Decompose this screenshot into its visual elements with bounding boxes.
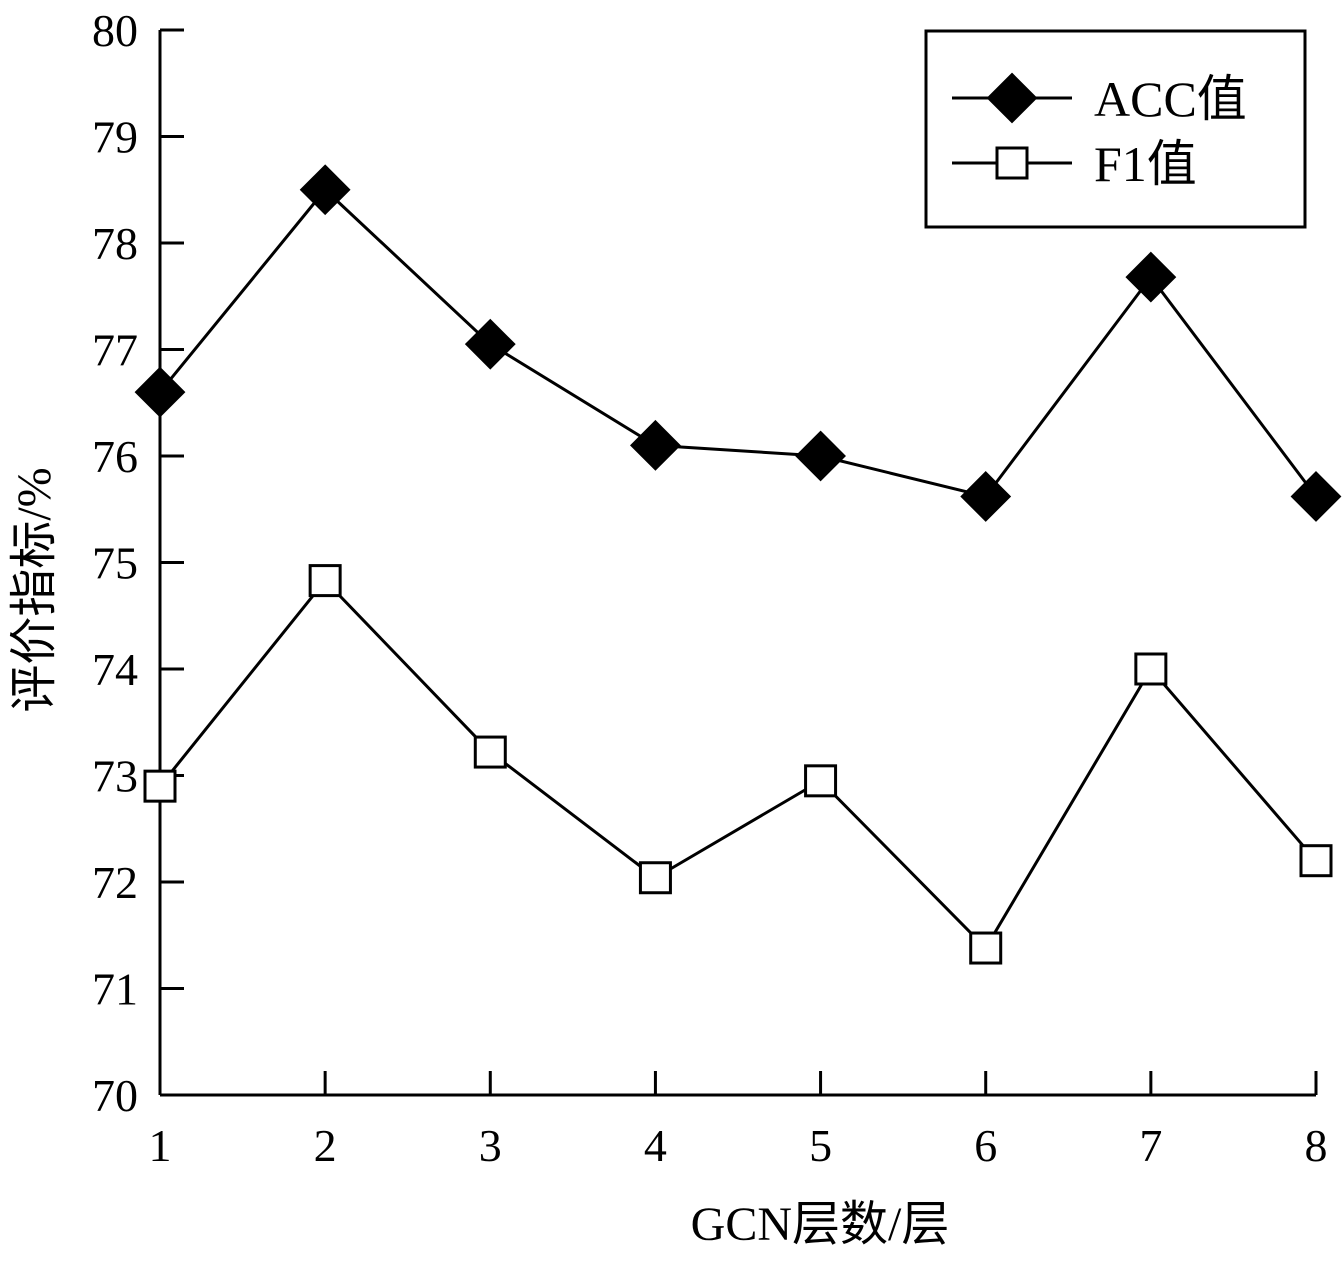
legend-label: F1值: [1094, 136, 1197, 192]
y-tick-label: 76: [92, 431, 138, 482]
y-axis-title: 评价指标/%: [8, 467, 61, 712]
data-point: [143, 769, 177, 803]
x-tick-label: 1: [149, 1120, 172, 1171]
y-ticks: 70 71 72 73 74 75 76 77 78 79 80: [92, 5, 184, 1121]
y-tick-label: 72: [92, 857, 138, 908]
series-2: [143, 564, 1333, 965]
legend-marker: [995, 146, 1029, 180]
x-tick-label: 5: [809, 1120, 832, 1171]
data-point: [1125, 251, 1177, 303]
data-point: [308, 564, 342, 598]
data-point: [1290, 471, 1342, 522]
x-ticks: 1 2 3 4 5 6 7 8: [149, 1071, 1328, 1171]
x-tick-label: 2: [314, 1120, 337, 1171]
legend-items: ACC值 F1值: [952, 71, 1247, 192]
y-tick-label: 80: [92, 5, 138, 56]
data-point: [638, 861, 672, 895]
y-tick-label: 74: [92, 644, 138, 695]
data-point: [795, 430, 846, 482]
legend-marker: [986, 72, 1038, 124]
x-tick-label: 7: [1139, 1120, 1162, 1171]
data-point: [960, 471, 1012, 522]
data-point: [473, 735, 507, 769]
x-tick-label: 8: [1305, 1120, 1328, 1171]
y-tick-label: 75: [92, 538, 138, 589]
y-tick-label: 70: [92, 1070, 138, 1121]
y-tick-label: 71: [92, 964, 138, 1015]
y-tick-label: 78: [92, 218, 138, 269]
data-point: [969, 931, 1003, 965]
series-1: [134, 164, 1342, 522]
data-point: [299, 164, 351, 216]
x-tick-label: 6: [974, 1120, 997, 1171]
x-axis-title: GCN层数/层: [691, 1198, 950, 1251]
y-tick-label: 73: [92, 751, 138, 802]
data-point: [804, 764, 838, 798]
legend-box: [924, 29, 1307, 229]
data-point: [630, 419, 681, 471]
series: [134, 164, 1342, 965]
legend-label: ACC值: [1094, 71, 1247, 127]
y-tick-label: 79: [92, 112, 138, 163]
data-point: [464, 318, 516, 370]
data-point: [134, 366, 186, 418]
x-tick-label: 3: [479, 1120, 502, 1171]
x-tick-label: 4: [644, 1120, 667, 1171]
series-line: [158, 187, 1318, 499]
series-line: [158, 578, 1318, 951]
y-tick-label: 77: [92, 325, 138, 376]
legend: ACC值 F1值: [924, 29, 1307, 229]
data-point: [1134, 652, 1168, 686]
data-point: [1299, 844, 1333, 878]
